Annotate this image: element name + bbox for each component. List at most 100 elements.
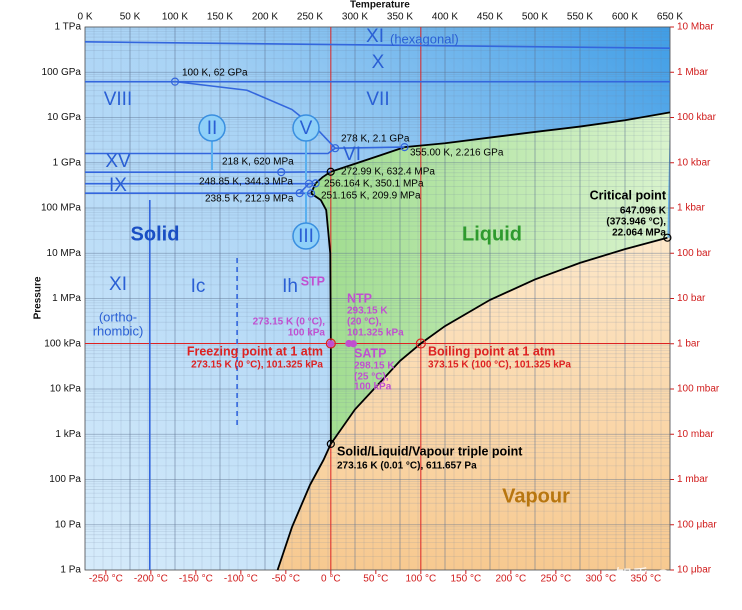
x2-tick-label: 150 °C — [450, 574, 481, 585]
y-tick-label: 100 kPa — [44, 338, 81, 349]
y-tick-label: 1 MPa — [52, 293, 81, 304]
y2-tick-label: 10 Mbar — [677, 22, 714, 33]
y2-tick-label: 10 bar — [677, 293, 706, 304]
y-axis-title: Pressure — [33, 276, 44, 319]
annotation: 100 kPa — [288, 328, 326, 339]
y-tick-label: 10 MPa — [47, 248, 82, 259]
y-tick-label: 1 GPa — [53, 157, 82, 168]
x-tick-label: 350 K — [387, 12, 413, 23]
x-tick-label: 300 K — [342, 12, 368, 23]
x-tick-label: 450 K — [477, 12, 503, 23]
y2-tick-label: 100 mbar — [677, 384, 720, 395]
annotation: (373.946 °C), — [606, 217, 666, 228]
x2-tick-label: 300 °C — [585, 574, 616, 585]
x-tick-label: 50 K — [120, 12, 141, 23]
annotation-title: NTP — [347, 291, 372, 305]
y2-tick-label: 10 μbar — [677, 565, 712, 576]
phase-label: II — [207, 118, 218, 139]
y-tick-label: 100 GPa — [42, 67, 82, 78]
annotation: 238.5 K, 212.9 MPa — [205, 194, 294, 205]
annotation: 293.15 K — [347, 306, 388, 317]
region-label: Solid — [131, 223, 180, 245]
x-tick-label: 500 K — [522, 12, 548, 23]
annotation: 100 K, 62 GPa — [182, 68, 248, 79]
annotation-title: SATP — [354, 346, 386, 360]
annotation: 355.00 K, 2.216 GPa — [410, 148, 504, 159]
x2-tick-label: 350 °C — [630, 574, 661, 585]
x2-tick-label: 50 °C — [363, 574, 388, 585]
annotation: 248.85 K, 344.3 MPa — [199, 177, 293, 188]
phase-label: XI — [109, 274, 127, 295]
x2-tick-label: -150 °C — [179, 574, 213, 585]
x-tick-label: 400 K — [432, 12, 458, 23]
annotation: 101.325 kPa — [347, 328, 404, 339]
y-tick-label: 10 kPa — [50, 384, 82, 395]
annotation: 272.99 K, 632.4 MPa — [341, 167, 435, 178]
region-label: Liquid — [462, 223, 522, 245]
y2-tick-label: 100 bar — [677, 248, 712, 259]
y-tick-label: 100 MPa — [41, 203, 81, 214]
y2-tick-label: 1 bar — [677, 338, 700, 349]
annotation: 100 kPa — [354, 382, 392, 393]
annotation: 256.164 K, 350.1 MPa — [324, 179, 424, 190]
y-tick-label: 100 Pa — [49, 474, 81, 485]
phase-label: Ih — [282, 276, 298, 297]
annotation: 373.15 K (100 °C), 101.325 kPa — [428, 360, 571, 371]
y-tick-label: 1 Pa — [60, 565, 81, 576]
annotation: 278 K, 2.1 GPa — [341, 134, 410, 145]
x-tick-label: 200 K — [252, 12, 278, 23]
phase-label: (hexagonal) — [390, 31, 459, 46]
x2-tick-label: -50 °C — [272, 574, 300, 585]
phase-label: XV — [105, 151, 131, 172]
phase-label: VI — [343, 144, 361, 165]
y2-tick-label: 1 Mbar — [677, 67, 709, 78]
annotation: 273.16 K (0.01 °C), 611.657 Pa — [337, 461, 477, 472]
y-tick-label: 10 Pa — [55, 519, 82, 530]
x-tick-label: 100 K — [162, 12, 188, 23]
annotation-title: Solid/Liquid/Vapour triple point — [337, 444, 523, 458]
x2-tick-label: -100 °C — [224, 574, 258, 585]
annotation: 218 K, 620 MPa — [222, 157, 294, 168]
phase-label: III — [298, 226, 314, 247]
x2-tick-label: 250 °C — [540, 574, 571, 585]
x-tick-label: 150 K — [207, 12, 233, 23]
phase-label: VII — [366, 89, 389, 110]
x2-tick-label: 100 °C — [405, 574, 436, 585]
phase-label: X — [372, 52, 385, 73]
annotation-title: Critical point — [590, 188, 667, 202]
annotation-title: Freezing point at 1 atm — [187, 344, 323, 358]
region-label: Vapour — [502, 485, 570, 507]
y-tick-label: 1 kPa — [55, 429, 81, 440]
phase-label: VIII — [104, 89, 133, 110]
y2-tick-label: 1 mbar — [677, 474, 709, 485]
x-tick-label: 550 K — [567, 12, 593, 23]
annotation: 273.15 K (0 °C), — [253, 317, 326, 328]
phase-label: XI — [366, 26, 384, 47]
y2-tick-label: 10 mbar — [677, 429, 714, 440]
phase-label: (ortho- — [99, 309, 137, 324]
x-axis-title: Temperature — [350, 0, 410, 11]
y2-tick-label: 10 kbar — [677, 157, 711, 168]
point-marker — [328, 341, 334, 347]
x2-tick-label: 200 °C — [495, 574, 526, 585]
x-tick-label: 250 K — [297, 12, 323, 23]
y-tick-label: 10 GPa — [47, 112, 81, 123]
annotation: 647.096 K — [620, 206, 667, 217]
phase-label: V — [300, 118, 313, 139]
x2-tick-label: 0 °C — [321, 574, 341, 585]
phase-label: IX — [109, 175, 127, 196]
x2-tick-label: -250 °C — [89, 574, 123, 585]
y2-tick-label: 100 kbar — [677, 112, 717, 123]
x-tick-label: 600 K — [612, 12, 638, 23]
annotation-title: STP — [301, 274, 325, 288]
annotation: 298.15 K — [354, 361, 395, 372]
phase-label: rhombic) — [93, 323, 144, 338]
y2-tick-label: 100 μbar — [677, 519, 717, 530]
annotation: 22.064 MPa — [612, 228, 666, 239]
x2-tick-label: -200 °C — [134, 574, 168, 585]
y-tick-label: 1 TPa — [55, 22, 82, 33]
annotation: 251.165 K, 209.9 MPa — [321, 191, 421, 202]
annotation-title: Boiling point at 1 atm — [428, 344, 555, 358]
